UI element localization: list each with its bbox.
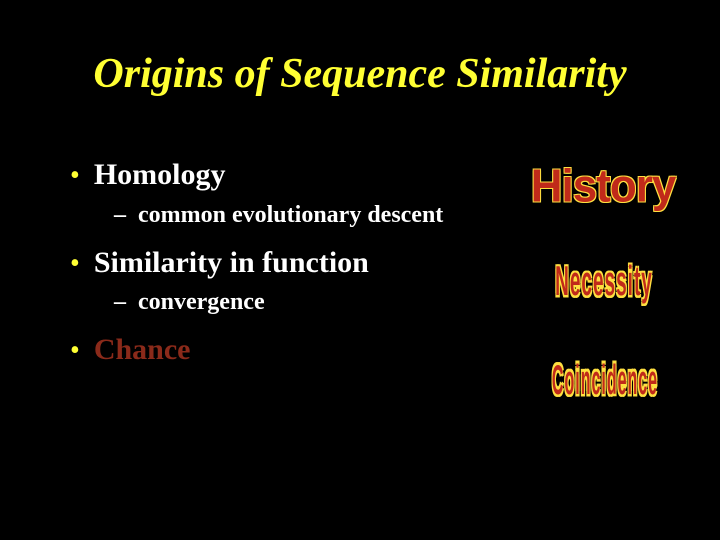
sub-text-homology: common evolutionary descent xyxy=(138,202,443,229)
wordart-coincidence: Coincidence xyxy=(506,360,704,407)
bullet-text-homology: Homology xyxy=(94,155,226,196)
wordart-necessity: Necessity xyxy=(516,260,692,308)
dash-icon: – xyxy=(114,202,126,229)
sub-item: – common evolutionary descent xyxy=(114,202,490,229)
bullet-icon: • xyxy=(70,162,80,190)
bullet-item: • Homology xyxy=(70,155,490,196)
dash-icon: – xyxy=(114,289,126,316)
bullet-icon: • xyxy=(70,337,80,365)
sub-text-convergence: convergence xyxy=(138,289,265,316)
bullet-text-chance: Chance xyxy=(94,330,191,371)
bullet-item: • Similarity in function xyxy=(70,243,490,284)
wordart-history: History xyxy=(518,161,688,214)
bullet-text-similarity: Similarity in function xyxy=(94,243,369,284)
bullet-item: • Chance xyxy=(70,330,490,371)
slide-title: Origins of Sequence Similarity xyxy=(0,50,720,98)
sub-item: – convergence xyxy=(114,289,490,316)
slide: Origins of Sequence Similarity • Homolog… xyxy=(0,0,720,540)
content-area: • Homology – common evolutionary descent… xyxy=(70,155,490,377)
bullet-icon: • xyxy=(70,250,80,278)
